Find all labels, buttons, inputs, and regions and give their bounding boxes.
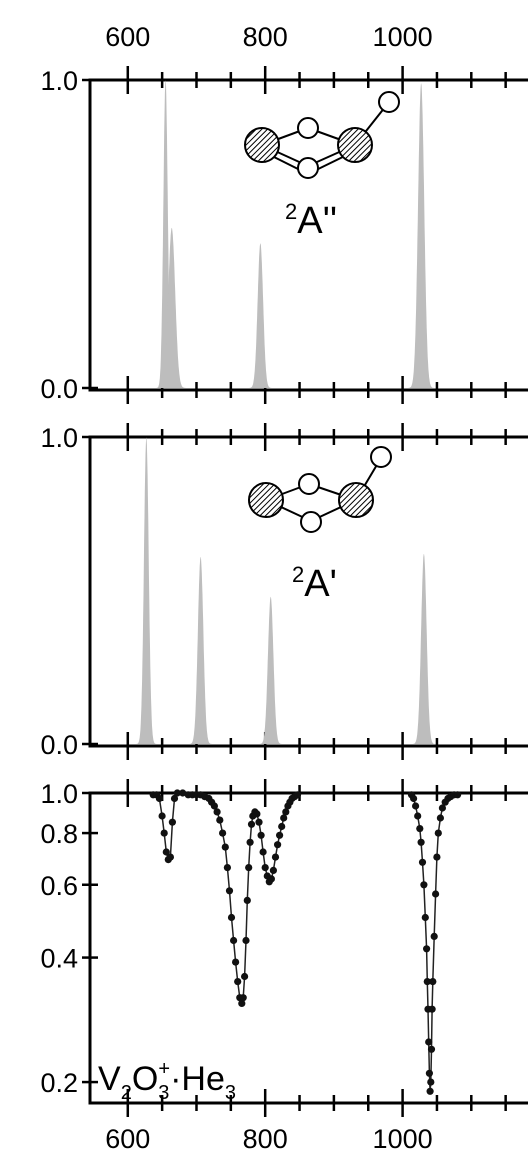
y-tick-label: 0.8 xyxy=(40,819,78,849)
data-point xyxy=(227,913,236,922)
data-point xyxy=(427,1045,436,1053)
data-point xyxy=(293,791,302,799)
data-point xyxy=(158,812,166,820)
data-point xyxy=(253,810,261,818)
data-point xyxy=(420,881,428,889)
spectrum-peak xyxy=(156,80,175,388)
x-tick-label: 800 xyxy=(243,22,288,52)
data-point xyxy=(271,853,280,861)
data-point xyxy=(247,820,256,828)
data-point xyxy=(173,789,181,797)
spectrum-peak xyxy=(408,83,435,388)
data-point xyxy=(223,864,231,872)
data-point xyxy=(276,831,284,839)
data-point xyxy=(230,936,238,945)
data-point xyxy=(278,822,286,831)
data-point xyxy=(257,831,265,839)
data-point xyxy=(280,814,288,822)
data-point xyxy=(423,945,431,953)
data-line xyxy=(410,794,458,1092)
data-point xyxy=(210,802,218,810)
spectrum-peak xyxy=(157,227,187,388)
y-tick-label: 1.0 xyxy=(40,423,78,453)
data-point xyxy=(160,829,168,837)
data-point xyxy=(425,1069,433,1077)
spectrum-peak xyxy=(259,596,283,744)
spectrum-peak xyxy=(136,437,157,744)
data-point xyxy=(168,818,176,826)
data-point xyxy=(274,841,282,849)
y-tick-label: 1.0 xyxy=(40,779,78,809)
data-point xyxy=(436,814,444,822)
data-point xyxy=(430,932,438,941)
data-point xyxy=(427,1078,435,1086)
state-label-panel1: 2A'' xyxy=(285,199,337,242)
data-point xyxy=(417,838,425,846)
data-point xyxy=(454,791,462,799)
data-point xyxy=(179,789,187,797)
x-tick-label: 1000 xyxy=(373,22,433,52)
spectrum-peak xyxy=(412,553,436,744)
plot-frame xyxy=(88,78,528,392)
data-point xyxy=(418,858,427,866)
plot-frame xyxy=(88,791,528,1105)
state-label-panel2: 2A' xyxy=(292,562,337,605)
data-point xyxy=(232,958,240,966)
data-point xyxy=(239,994,247,1002)
data-point xyxy=(426,1087,434,1095)
data-point xyxy=(170,794,179,803)
data-point xyxy=(255,818,263,826)
data-point xyxy=(282,808,290,816)
data-point xyxy=(423,978,431,986)
data-point xyxy=(213,808,221,816)
data-point xyxy=(412,802,420,810)
x-tick-label: 600 xyxy=(105,1124,150,1154)
molecule-structure-icon xyxy=(244,91,400,179)
data-point xyxy=(162,848,170,856)
data-point xyxy=(428,1005,436,1013)
x-tick-label: 1000 xyxy=(373,1124,433,1154)
y-tick-label: 0.0 xyxy=(40,730,78,760)
molecule-structure-icon xyxy=(248,446,392,533)
data-point xyxy=(429,978,437,986)
data-point xyxy=(432,890,440,898)
plot-frame xyxy=(88,435,528,748)
y-tick-label: 0.2 xyxy=(40,1068,78,1098)
y-tick-label: 0.6 xyxy=(40,871,78,901)
data-point xyxy=(216,816,224,824)
data-point xyxy=(242,936,250,945)
data-point xyxy=(241,972,249,981)
data-point xyxy=(246,838,254,846)
x-tick-label: 800 xyxy=(243,1124,288,1154)
data-point xyxy=(259,848,267,856)
data-point xyxy=(243,896,251,905)
spectrum-peak xyxy=(248,243,272,388)
data-point xyxy=(438,804,446,812)
data-point xyxy=(238,999,246,1008)
data-point xyxy=(155,794,163,803)
data-point xyxy=(166,853,174,861)
data-point xyxy=(261,864,269,872)
spectrum-peak xyxy=(189,557,213,744)
data-point xyxy=(416,825,424,833)
data-point xyxy=(433,853,441,861)
data-point xyxy=(410,794,418,803)
data-point xyxy=(421,913,429,922)
data-point xyxy=(234,978,242,986)
y-tick-label: 0.0 xyxy=(40,374,78,404)
data-point xyxy=(267,875,275,883)
data-point xyxy=(225,887,234,895)
data-point xyxy=(414,812,422,820)
data-point xyxy=(245,864,253,872)
y-tick-label: 1.0 xyxy=(40,66,78,96)
data-point xyxy=(434,829,442,837)
species-label: V2O3+·He3 xyxy=(98,1058,236,1104)
x-tick-label: 600 xyxy=(105,22,150,52)
data-point xyxy=(425,1038,433,1046)
data-point xyxy=(221,843,229,851)
data-point xyxy=(219,829,227,837)
data-point xyxy=(269,866,277,875)
y-tick-label: 0.4 xyxy=(40,944,78,974)
